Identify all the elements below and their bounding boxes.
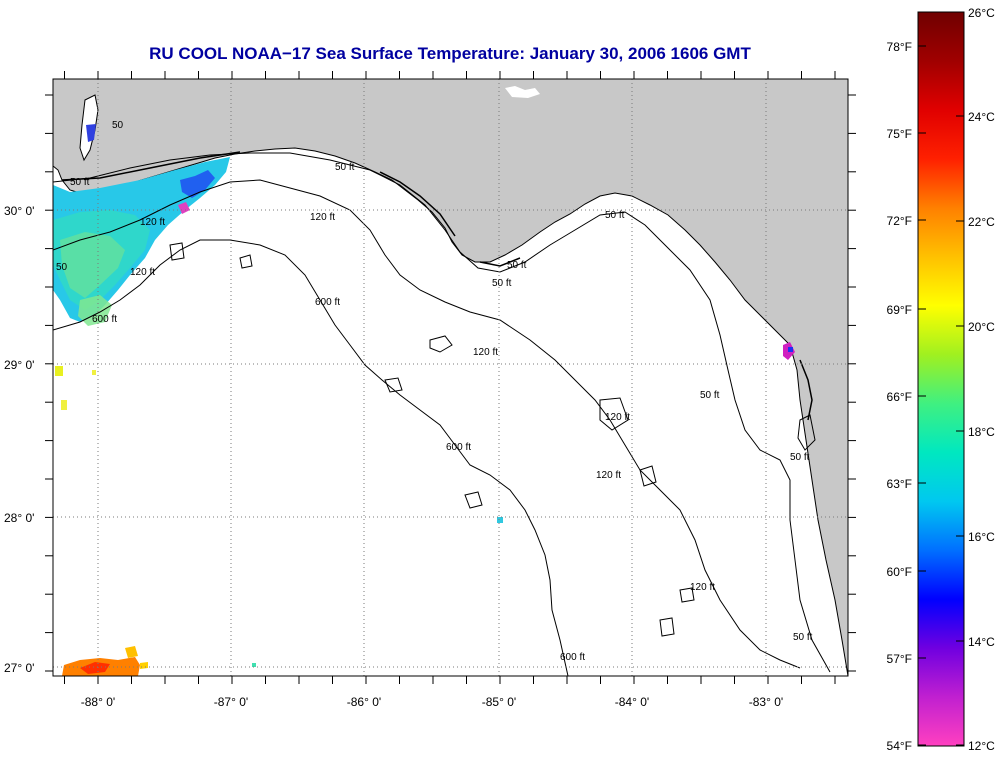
contour-label: 120 ft	[310, 212, 335, 223]
contour-label: 600 ft	[315, 297, 340, 308]
y-tick-label: 30° 0'	[4, 204, 34, 218]
contour-loop-2	[384, 377, 403, 393]
contour-label: 50 ft	[492, 278, 512, 289]
fahrenheit-label: 60°F	[887, 565, 912, 579]
fahrenheit-label: 57°F	[887, 652, 912, 666]
contour-label: 50 ft	[793, 632, 813, 643]
fahrenheit-label: 78°F	[887, 40, 912, 54]
lake-patch	[505, 86, 540, 98]
contour-label-group: 50 ft 50 ft 120 ft 120 ft 50 ft 50 ft 50…	[56, 120, 813, 663]
x-tick-label: -85° 0'	[482, 695, 516, 709]
fahrenheit-label: 69°F	[887, 303, 912, 317]
figure-title: RU COOL NOAA−17 Sea Surface Temperature:…	[149, 44, 751, 63]
celsius-label: 12°C	[968, 739, 995, 753]
contour-loop-10	[659, 617, 675, 637]
celsius-label: 22°C	[968, 215, 995, 229]
contour-600ft	[53, 239, 569, 676]
contour-label: 120 ft	[130, 267, 155, 278]
celsius-label: 20°C	[968, 320, 995, 334]
contour-label: 50 ft	[507, 260, 527, 271]
colorbar	[917, 11, 965, 747]
celsius-label: 16°C	[968, 530, 995, 544]
contour-label: 50 ft	[70, 177, 90, 188]
contour-loop-5	[639, 465, 657, 487]
contour-label: 120 ft	[605, 412, 630, 423]
celsius-label: 24°C	[968, 110, 995, 124]
x-tick-label: -83° 0'	[749, 695, 783, 709]
sst-specks-misc	[252, 342, 795, 667]
contour-label: 120 ft	[473, 347, 498, 358]
axis-ticks	[45, 71, 856, 684]
graticule	[53, 79, 848, 676]
fahrenheit-label: 54°F	[887, 739, 912, 753]
contour-label: 600 ft	[446, 442, 471, 453]
contour-label: 50	[112, 120, 124, 131]
contour-loop-3	[464, 491, 483, 509]
contour-label: 50 ft	[335, 162, 355, 173]
colorbar-ticks	[918, 11, 964, 746]
x-tick-label: -86° 0'	[347, 695, 381, 709]
fahrenheit-label: 66°F	[887, 390, 912, 404]
colorbar-celsius-labels: 26°C 24°C 22°C 20°C 18°C 16°C 14°C 12°C	[968, 6, 995, 753]
contour-label: 600 ft	[92, 314, 117, 325]
y-axis-labels: 30° 0' 29° 0' 28° 0' 27° 0'	[4, 204, 34, 675]
celsius-label: 18°C	[968, 425, 995, 439]
contour-label: 50 ft	[790, 452, 810, 463]
contour-label: 600 ft	[560, 652, 585, 663]
contour-label: 50	[56, 262, 68, 273]
contour-120ft	[53, 179, 801, 669]
celsius-label: 26°C	[968, 6, 995, 20]
map-frame	[52, 78, 849, 677]
contour-50ft	[53, 152, 831, 673]
contour-loop-7	[239, 254, 253, 269]
contour-loop-1	[429, 335, 453, 353]
sst-specks-west	[55, 366, 96, 410]
contour-label: 120 ft	[140, 217, 165, 228]
x-tick-label: -88° 0'	[81, 695, 115, 709]
y-tick-label: 29° 0'	[4, 358, 34, 372]
x-tick-label: -87° 0'	[214, 695, 248, 709]
contour-loop-9	[679, 587, 695, 603]
bathymetry-contours	[53, 152, 831, 676]
celsius-label: 14°C	[968, 635, 995, 649]
fahrenheit-label: 63°F	[887, 477, 912, 491]
fahrenheit-label: 75°F	[887, 127, 912, 141]
y-tick-label: 27° 0'	[4, 661, 34, 675]
contour-label: 120 ft	[596, 470, 621, 481]
contour-label: 50 ft	[605, 210, 625, 221]
fahrenheit-label: 72°F	[887, 214, 912, 228]
y-tick-label: 28° 0'	[4, 511, 34, 525]
contour-label: 50 ft	[700, 390, 720, 401]
x-tick-label: -84° 0'	[615, 695, 649, 709]
contour-label: 120 ft	[690, 582, 715, 593]
x-axis-labels: -88° 0' -87° 0' -86° 0' -85° 0' -84° 0' …	[81, 695, 783, 709]
contour-loop-4	[599, 397, 629, 431]
colorbar-fahrenheit-labels: 78°F 75°F 72°F 69°F 66°F 63°F 60°F 57°F …	[887, 40, 912, 753]
barrier-islands	[61, 151, 813, 421]
contour-loop-6	[169, 242, 185, 261]
